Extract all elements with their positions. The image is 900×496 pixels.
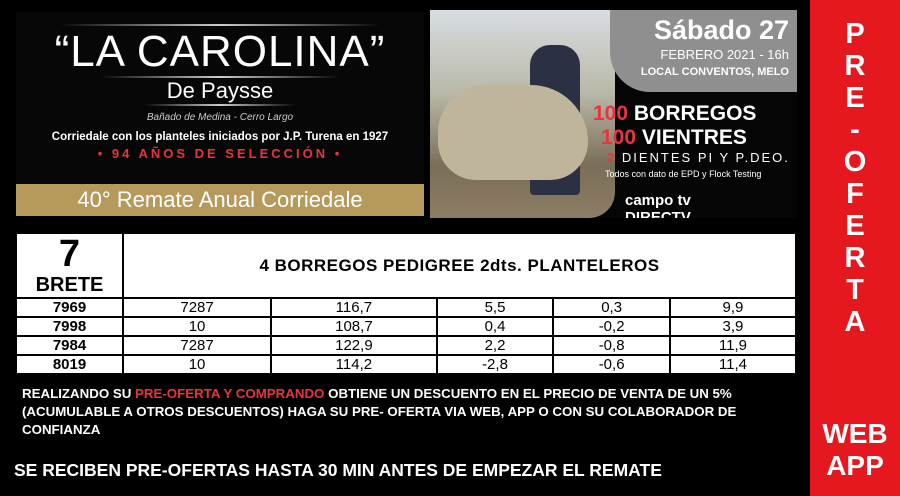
- app-label: APP: [826, 450, 884, 481]
- table-cell: -0,6: [552, 354, 671, 375]
- directv-logo: DIRECTV: [625, 209, 691, 218]
- brete-label: BRETE: [35, 274, 104, 296]
- table-cell: 3,9: [668, 316, 798, 337]
- table-cell: 7984: [15, 335, 124, 356]
- note-highlight: PRE-OFERTA Y COMPRANDO: [135, 386, 329, 401]
- table-cell: 7998: [15, 316, 124, 337]
- vertical-letter: O: [843, 146, 867, 178]
- epd-note: Todos con dato de EPD y Flock Testing: [605, 169, 762, 179]
- table-cell: 122,9: [270, 335, 438, 356]
- farm-title: “LA CAROLINA”: [54, 27, 386, 76]
- vertical-letter: A: [844, 306, 866, 338]
- lot2-num: 100: [601, 126, 637, 149]
- table-cell: -0,8: [552, 335, 671, 356]
- vertical-letter: E: [845, 82, 865, 114]
- vertical-letter: P: [845, 18, 865, 50]
- web-label: WEB: [822, 418, 888, 449]
- table-cell: 2,2: [435, 335, 555, 356]
- table-cell: 5,5: [435, 297, 555, 318]
- table-cell: 7969: [15, 297, 124, 318]
- vertical-letter: E: [845, 210, 865, 242]
- table-cell: 8019: [15, 354, 124, 375]
- date-month: FEBRERO 2021 - 16h: [660, 47, 789, 62]
- table-row: 8019 10 114,2 -2,8 -0,6 11,4: [15, 354, 798, 375]
- date-box: Sábado 27 FEBRERO 2021 - 16h LOCAL CONVE…: [610, 10, 797, 92]
- promo-banner: Sábado 27 FEBRERO 2021 - 16h LOCAL CONVE…: [430, 10, 797, 218]
- table-row: 7998 10 108,7 0,4 -0,2 3,9: [15, 316, 798, 337]
- farm-subtitle: De Paysse: [166, 78, 274, 103]
- sheep-photo: [430, 10, 615, 218]
- lot-table: 7 BRETE 4 BORREGOS PEDIGREE 2dts. PLANTE…: [15, 232, 798, 375]
- tagline: Corriedale con los planteles iniciados p…: [51, 131, 389, 143]
- vertical-letter: F: [846, 178, 864, 210]
- lot2-label: VIENTRES: [641, 126, 747, 149]
- date-day: Sábado 27: [653, 15, 789, 45]
- table-cell: 11,9: [668, 335, 798, 356]
- table-cell: -2,8: [435, 354, 555, 375]
- broadcaster-logos: campo tv DIRECTV: [625, 192, 797, 218]
- table-cell: 0,4: [435, 316, 555, 337]
- table-cell: 108,7: [270, 316, 438, 337]
- table-header: 4 BORREGOS PEDIGREE 2dts. PLANTELEROS: [122, 232, 797, 299]
- vertical-letter: -: [850, 114, 860, 146]
- table-row: 7984 7287 122,9 2,2 -0,8 11,9: [15, 335, 798, 356]
- brete-number: 7: [58, 233, 81, 275]
- table-cell: 10: [121, 316, 273, 337]
- vertical-letter: R: [844, 242, 866, 274]
- location: LOCAL CONVENTOS, MELO: [640, 66, 789, 78]
- auction-band: 40° Remate Anual Corriedale: [16, 184, 424, 216]
- table-cell: 10: [121, 354, 273, 375]
- table-cell: 114,2: [270, 354, 438, 375]
- campo-tv-logo: campo tv: [625, 192, 691, 209]
- table-cell: 116,7: [270, 297, 438, 318]
- table-cell: -0,2: [552, 316, 671, 337]
- table-cell: 7287: [121, 297, 273, 318]
- table-row: 7969 7287 116,7 5,5 0,3 9,9: [15, 297, 798, 318]
- vertical-letter: T: [846, 274, 864, 306]
- farm-logo: “LA CAROLINA” De Paysse Bañado de Medina…: [16, 12, 424, 216]
- pre-offer-note: REALIZANDO SU PRE-OFERTA Y COMPRANDO OBT…: [22, 385, 812, 439]
- brete-cell: 7 BRETE: [15, 232, 124, 299]
- table-cell: 7287: [121, 335, 273, 356]
- note-text: REALIZANDO SU: [22, 386, 136, 401]
- table-cell: 9,9: [668, 297, 798, 318]
- farm-place: Bañado de Medina - Cerro Largo: [146, 112, 294, 123]
- lots-info: 100 BORREGOS 100 VIENTRES 2 DIENTES PI Y…: [593, 102, 797, 179]
- teeth-label: DIENTES PI Y P.DEO.: [621, 150, 790, 165]
- deadline-note: SE RECIBEN PRE-OFERTAS HASTA 30 MIN ANTE…: [14, 460, 662, 480]
- lot1-num: 100: [593, 102, 629, 125]
- years-selection: • 94 AÑOS DE SELECCIÓN •: [97, 146, 343, 161]
- table-cell: 0,3: [552, 297, 671, 318]
- vertical-letter: R: [844, 50, 866, 82]
- teeth-num: 2: [607, 150, 617, 165]
- lot1-label: BORREGOS: [633, 102, 757, 125]
- table-cell: 11,4: [668, 354, 798, 375]
- note-text-2: OBTIENE UN DESCUENTO EN EL PRECIO DE VEN…: [22, 386, 737, 437]
